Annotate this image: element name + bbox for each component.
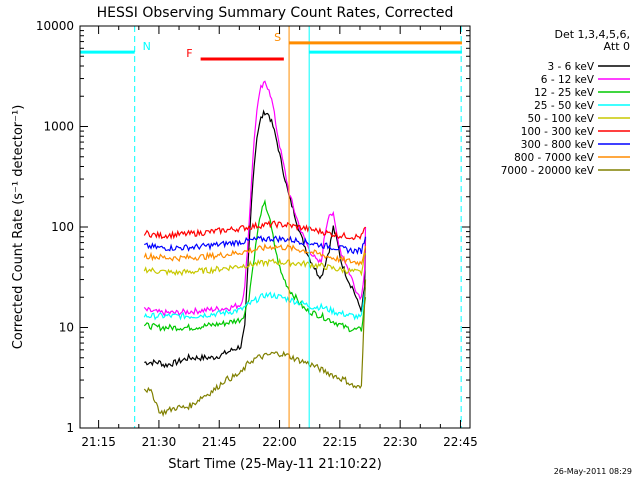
timestamp: 26-May-2011 08:29	[554, 467, 632, 476]
series-line	[144, 109, 367, 369]
y-tick-label: 1000	[43, 120, 74, 134]
y-tick-label: 10000	[36, 19, 74, 33]
x-tick-label: 22:45	[443, 435, 478, 449]
y-tick-label: 100	[51, 220, 74, 234]
x-tick-label: 22:30	[383, 435, 418, 449]
legend-label: 12 - 25 keV	[534, 87, 595, 99]
legend-label: 25 - 50 keV	[534, 100, 595, 112]
series-line	[143, 80, 367, 317]
series-line	[143, 279, 367, 418]
legend-label: 100 - 300 keV	[521, 126, 595, 138]
plot-frame	[79, 25, 471, 429]
legend-label: 800 - 7000 keV	[514, 152, 595, 164]
legend-header-line-1: Det 1,3,4,5,6,	[554, 28, 630, 41]
series-layer	[143, 80, 367, 418]
state-label-S: S	[274, 31, 281, 44]
state-label-N: N	[143, 40, 151, 53]
series-line	[143, 198, 367, 333]
legend-label: 6 - 12 keV	[541, 74, 595, 86]
legend-label: 3 - 6 keV	[547, 61, 594, 73]
state-label-F: F	[186, 47, 192, 60]
series-line	[143, 287, 367, 321]
y-axis-label: Corrected Count Rate (s⁻¹ detector⁻¹)	[11, 105, 26, 350]
chart-title: HESSI Observing Summary Count Rates, Cor…	[97, 5, 454, 21]
legend-label: 300 - 800 keV	[521, 139, 595, 151]
x-tick-label: 22:15	[323, 435, 358, 449]
y-tick-label: 10	[59, 321, 74, 335]
x-tick-label: 21:15	[81, 435, 116, 449]
y-axis: 1 10 100 1000 10000	[36, 19, 470, 435]
series-line	[143, 220, 366, 241]
legend-label: 50 - 100 keV	[527, 113, 594, 125]
x-tick-label: 22:00	[262, 435, 297, 449]
x-axis: 21:15 21:30 21:45 22:00 22:15 22:30 22:45	[81, 26, 478, 449]
legend-header-line-2: Att 0	[604, 40, 630, 53]
x-tick-label: 21:30	[142, 435, 177, 449]
series-line	[144, 235, 367, 256]
x-tick-label: 21:45	[202, 435, 237, 449]
x-axis-label: Start Time (25-May-11 21:10:22)	[168, 457, 382, 472]
y-tick-label: 1	[66, 421, 74, 435]
series-line	[143, 243, 367, 267]
series-line	[143, 252, 367, 277]
legend-label: 7000 - 20000 keV	[501, 165, 595, 177]
